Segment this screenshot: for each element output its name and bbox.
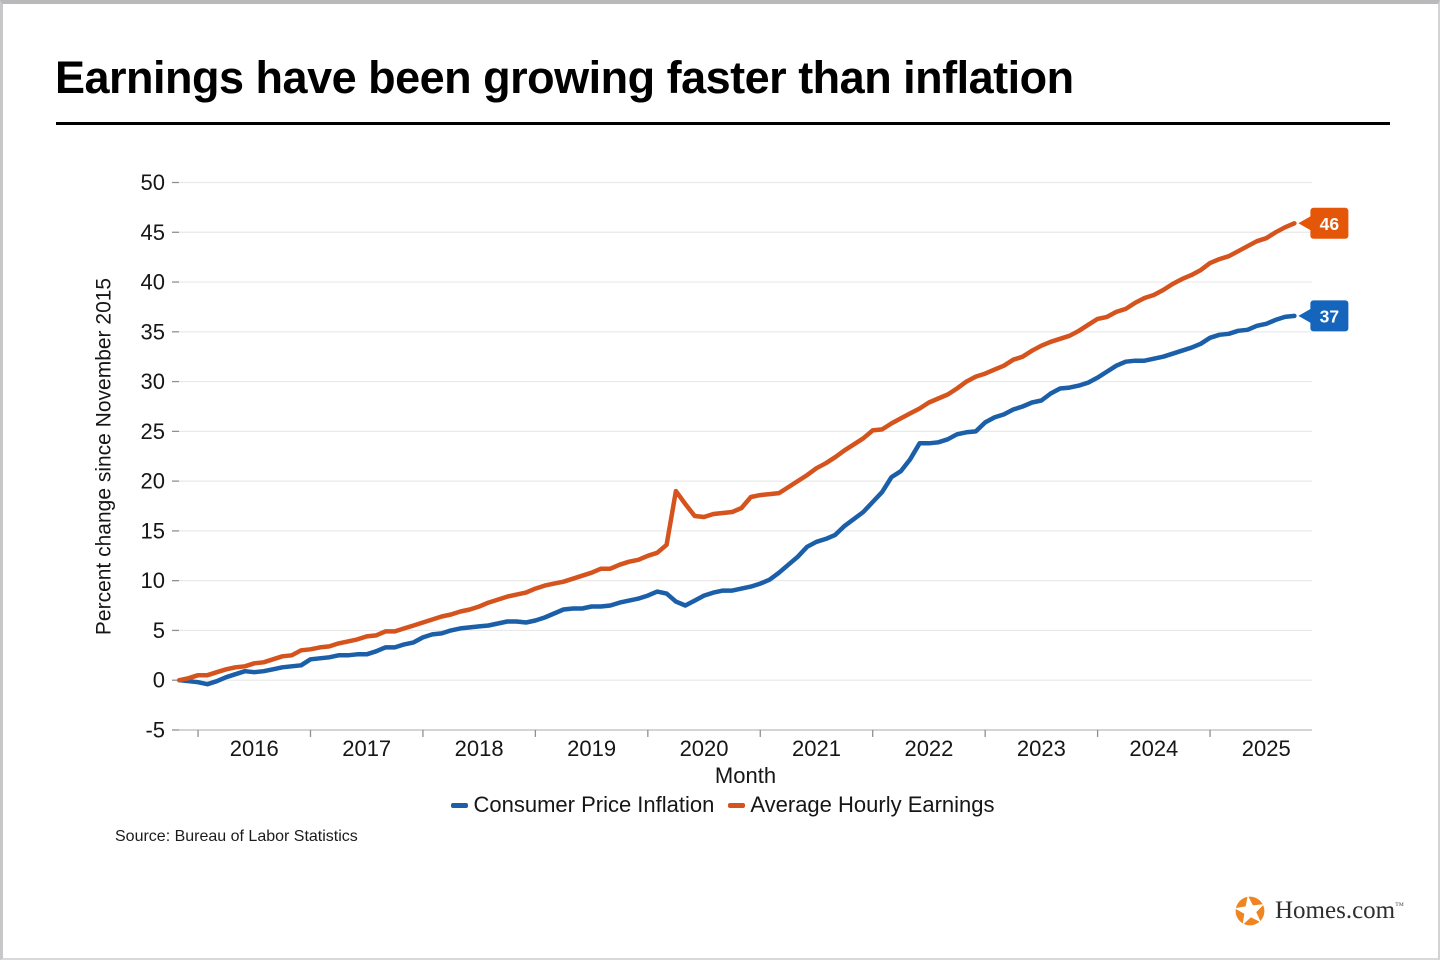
y-tick-label: 25 [141,419,165,444]
x-axis-title: Month [714,763,777,788]
cpi-end-value-callout [1310,300,1349,332]
ahe-end-value-callout-arrow-icon [1298,215,1313,232]
legend: Consumer Price Inflation Average Hourly … [3,792,1438,818]
y-tick-label: 5 [153,618,165,643]
logo-star-cutout [1234,895,1265,925]
homes-logo-text: Homes.com™ [1275,897,1404,925]
y-tick-label: 50 [141,170,165,195]
x-tick-label: 2020 [680,736,729,761]
y-tick-label: -5 [145,717,165,742]
brand-name: Homes.com [1275,897,1396,924]
cpi-end-value-callout-arrow-icon [1298,307,1313,324]
x-tick-label: 2017 [342,736,391,761]
ahe-end-value-callout [1310,207,1349,239]
x-tick-label: 2025 [1242,736,1291,761]
x-tick-label: 2018 [455,736,504,761]
y-tick-label: 10 [141,568,165,593]
ahe-line-swatch-icon [728,802,746,808]
x-tick-label: 2019 [567,736,616,761]
y-tick-label: 15 [141,518,165,543]
legend-label-ahe: Average Hourly Earnings [750,792,995,817]
page-title: Earnings have been growing faster than i… [55,52,1074,103]
cpi-line-swatch-icon [451,802,469,808]
ahe-line [177,221,1297,683]
y-tick-label: 20 [141,469,165,494]
y-axis-title: Percent change since November 2015 [92,277,116,636]
pinwheel-star-icon [1234,895,1265,926]
x-tick-label: 2021 [792,736,841,761]
cpi-line [177,313,1297,687]
source-note: Source: Bureau of Labor Statistics [115,828,358,845]
legend-item-average-hourly-earnings: Average Hourly Earnings [728,792,995,818]
legend-item-consumer-price-inflation: Consumer Price Inflation [451,792,714,818]
legend-label-cpi: Consumer Price Inflation [473,792,715,817]
trademark-symbol: ™ [1395,900,1404,911]
x-tick-label: 2022 [904,736,953,761]
x-tick-label: 2016 [230,736,279,761]
y-tick-label: 40 [141,270,165,295]
y-tick-label: 35 [141,319,165,344]
homes-logo: Homes.com™ [1232,892,1404,930]
y-tick-label: 45 [141,220,165,245]
x-tick-label: 2024 [1129,736,1178,761]
y-tick-label: 0 [153,668,165,693]
title-underline [56,122,1390,125]
x-tick-label: 2023 [1017,736,1066,761]
ahe-end-value-callout-value: 46 [1320,214,1340,234]
y-tick-label: 30 [141,369,165,394]
cpi-end-value-callout-value: 37 [1320,306,1339,326]
